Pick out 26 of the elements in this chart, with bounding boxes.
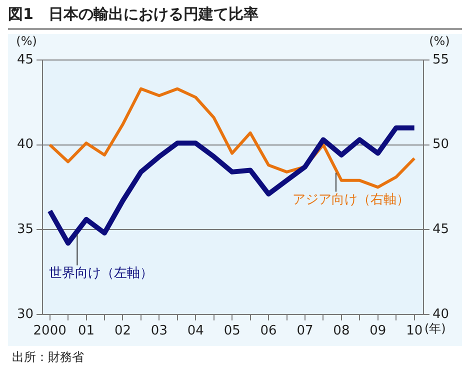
chart-title: 図1 日本の輸出における円建て比率 [8, 5, 258, 25]
y2-axis-title: (%) [429, 34, 450, 48]
y2-tick-label: 55 [432, 52, 450, 68]
text: 出所：財務省 [12, 349, 85, 366]
x-tick-label: 06 [260, 324, 277, 339]
y-tick-label: 35 [16, 222, 34, 237]
y2-tick-label: 40 [432, 306, 450, 322]
x-axis-title: (年) [424, 322, 446, 336]
text: 世界向け（左軸） [49, 266, 154, 282]
x-tick-label: 02 [114, 324, 132, 339]
y-axis-title: (%) [16, 34, 37, 48]
x-tick-label: 09 [370, 324, 386, 339]
x-tick-label: 04 [187, 324, 204, 339]
x-tick-label: 07 [296, 324, 314, 339]
x-tick-label: 10 [406, 324, 423, 339]
y-tick-label: 30 [16, 306, 34, 322]
y-tick-label: 40 [16, 137, 34, 152]
y2-tick-label: 45 [432, 222, 450, 237]
x-tick-label: 01 [78, 324, 95, 339]
series-label: アジア向け（右軸） [292, 192, 410, 208]
x-tick-label: 08 [333, 324, 350, 339]
y2-tick-label: 50 [432, 137, 450, 152]
x-tick-label: 05 [224, 324, 240, 339]
x-tick-label: 2000 [33, 324, 66, 339]
y-tick-label: 45 [16, 52, 34, 68]
x-tick-label: 03 [150, 324, 168, 339]
